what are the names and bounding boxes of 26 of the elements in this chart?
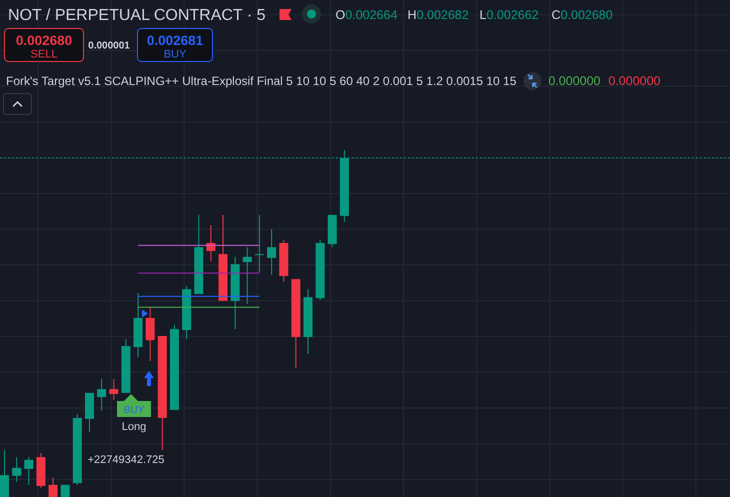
text: O0.002664 xyxy=(336,8,398,22)
text: C0.002680 xyxy=(552,8,613,22)
candlestick xyxy=(242,246,252,305)
candlestick xyxy=(12,456,22,483)
text: 0.002681 xyxy=(146,33,204,48)
chart-title: NOT / PERPETUAL CONTRACT · 5 xyxy=(8,7,266,24)
candlestick xyxy=(254,214,264,273)
text: SELL xyxy=(30,48,58,60)
candlestick xyxy=(97,378,106,412)
candlestick xyxy=(48,477,58,497)
annotation: Long xyxy=(122,421,146,433)
annotation: +22749342.725 xyxy=(88,454,164,466)
candlestick xyxy=(0,450,9,497)
candlestick xyxy=(60,484,70,497)
candlestick xyxy=(109,378,118,400)
candlestick xyxy=(24,456,34,486)
text: 0.000000 xyxy=(608,74,661,88)
text: BUY xyxy=(164,48,187,60)
text: H0.002682 xyxy=(408,8,469,22)
text: Fork's Target v5.1 SCALPING++ Ultra-Explosif Final 5 10 10 5 60 40 2 0.001 5 1.2 0.0015 10 15 xyxy=(6,74,517,88)
annotation: BUY xyxy=(124,405,145,416)
text: 0.000000 xyxy=(548,74,601,88)
candlestick xyxy=(267,228,276,276)
text: L0.002662 xyxy=(480,8,539,22)
text: 0.002680 xyxy=(16,33,72,48)
text: 0.000001 xyxy=(88,40,130,52)
